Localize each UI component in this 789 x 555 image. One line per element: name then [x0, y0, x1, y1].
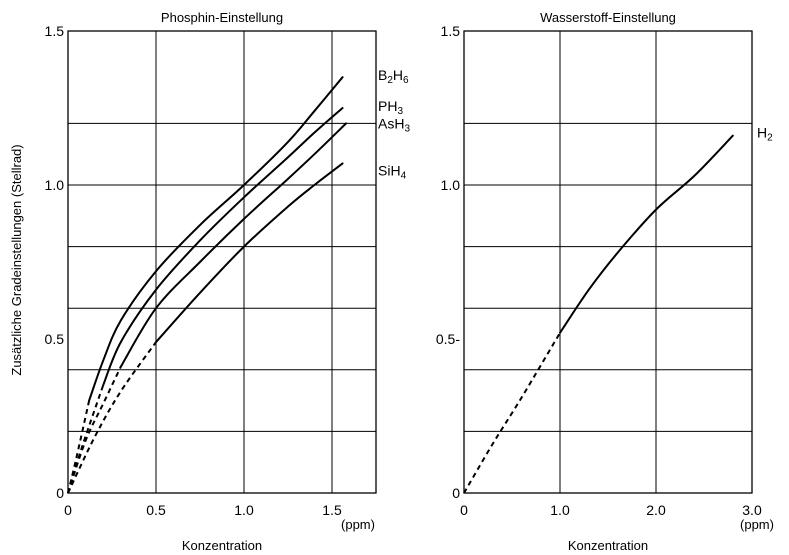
- series-label-part: 2: [387, 75, 393, 86]
- wasserstoff-chart-title: Wasserstoff-Einstellung: [540, 10, 676, 25]
- series-sih4-dashed-line: [67, 341, 157, 494]
- series-label-part: 2: [767, 133, 773, 144]
- series-label-part: AsH: [378, 115, 404, 131]
- x-tick-label: 0: [64, 502, 72, 518]
- y-tick-label: 0: [56, 485, 64, 501]
- wasserstoff-y-ticks: 0 0.5- 1.0 1.5: [436, 23, 460, 501]
- series-label-sih4: SiH4: [378, 162, 407, 181]
- series-ph3-line: [102, 107, 344, 387]
- wasserstoff-grid: [464, 31, 752, 493]
- series-b2h6-dashed-line: [67, 400, 91, 494]
- x-tick-label: 0.5: [146, 502, 166, 518]
- y-tick-label: 1.5: [45, 23, 65, 39]
- series-label-part: 4: [401, 170, 407, 181]
- series-label-h2: H2: [757, 125, 773, 144]
- series-label-part: PH: [378, 98, 397, 114]
- series-ash3-line: [119, 122, 348, 368]
- series-b2h6-line: [88, 76, 344, 402]
- series-label-part: B: [378, 67, 387, 83]
- series-label-ash3: AsH3: [378, 115, 410, 134]
- series-label-part: H: [393, 67, 403, 83]
- phosphin-grid: [68, 31, 376, 493]
- wasserstoff-series-labels: H2: [757, 125, 773, 144]
- x-tick-label: 3.0: [742, 502, 762, 518]
- x-tick-label: 2.0: [646, 502, 666, 518]
- series-ash3-dashed-line: [67, 366, 122, 494]
- phosphin-panel: Phosphin-Einstellung 0 0.5 1.0 1.5 0 0.5 1.0 1…: [45, 10, 411, 553]
- y-tick-label: 0.5-: [436, 331, 460, 347]
- x-tick-label: 1.0: [550, 502, 570, 518]
- y-axis-label: Zusätzliche Gradeinstellungen (Stellrad): [9, 144, 24, 375]
- x-tick-label: 1.5: [322, 502, 342, 518]
- y-tick-label: 0.5: [45, 331, 65, 347]
- y-tick-label: 1.5: [441, 23, 461, 39]
- phosphin-x-axis-label: Konzentration: [182, 538, 262, 553]
- x-tick-label: 1.0: [234, 502, 254, 518]
- series-label-part: 3: [404, 123, 410, 134]
- phosphin-x-unit: (ppm): [341, 517, 375, 532]
- series-label-part: H: [757, 125, 767, 141]
- y-tick-label: 0: [452, 485, 460, 501]
- wasserstoff-x-axis-label: Konzentration: [568, 538, 648, 553]
- series-label-part: 6: [403, 75, 409, 86]
- phosphin-plot-frame: [67, 30, 377, 494]
- wasserstoff-panel: Wasserstoff-Einstellung 0 0.5- 1.0 1.5 0 1.0…: [436, 10, 774, 553]
- series-label-b2h6: B2H6: [378, 67, 409, 86]
- phosphin-curves: [67, 76, 348, 494]
- wasserstoff-x-unit: (ppm): [740, 517, 774, 532]
- series-label-part: 3: [397, 106, 403, 117]
- x-tick-label: 0: [460, 502, 468, 518]
- series-h2-dashed-line: [463, 332, 561, 494]
- series-h2-line: [559, 134, 734, 334]
- wasserstoff-plot-frame: [463, 30, 753, 494]
- phosphin-y-ticks: 0 0.5 1.0 1.5: [45, 23, 65, 501]
- series-label-ph3: PH3: [378, 98, 403, 117]
- wasserstoff-x-ticks: 0 1.0 2.0 3.0: [460, 502, 762, 518]
- wasserstoff-curves: [463, 134, 734, 494]
- series-sih4-line: [155, 162, 344, 344]
- y-tick-label: 1.0: [441, 177, 461, 193]
- y-tick-label: 1.0: [45, 177, 65, 193]
- phosphin-chart-title: Phosphin-Einstellung: [161, 10, 283, 25]
- series-label-part: SiH: [378, 162, 401, 178]
- phosphin-x-ticks: 0 0.5 1.0 1.5: [64, 502, 342, 518]
